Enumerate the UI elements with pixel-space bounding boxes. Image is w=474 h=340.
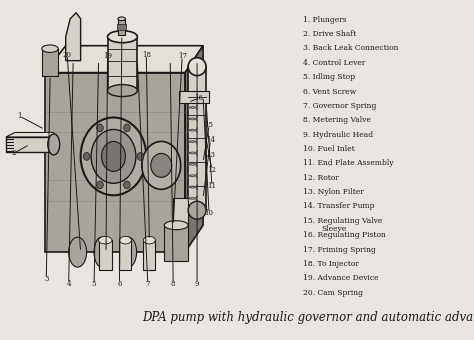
Bar (99, 240, 112, 270)
Text: 20: 20 (63, 51, 72, 59)
Ellipse shape (151, 153, 172, 177)
Bar (118, 19, 126, 35)
Ellipse shape (124, 124, 130, 132)
Text: 4. Control Lever: 4. Control Lever (303, 59, 365, 67)
Polygon shape (66, 13, 81, 61)
Text: 12: 12 (208, 166, 217, 174)
Ellipse shape (48, 134, 60, 155)
Bar (173, 198, 188, 225)
Text: 18. To Injector: 18. To Injector (303, 260, 359, 268)
Text: 2: 2 (11, 149, 16, 157)
Text: 14. Transfer Pump: 14. Transfer Pump (303, 203, 374, 210)
Text: 20. Cam Spring: 20. Cam Spring (303, 289, 363, 296)
Text: 12. Rotor: 12. Rotor (303, 174, 339, 182)
Text: 1: 1 (17, 112, 22, 120)
Text: 10: 10 (205, 209, 213, 217)
Bar (6, 143, 14, 144)
Text: 4: 4 (66, 279, 71, 288)
Bar (6, 142, 14, 143)
Bar (6, 145, 14, 146)
Bar (188, 67, 206, 210)
Text: 16: 16 (194, 94, 203, 102)
Text: 8. Metering Valve: 8. Metering Valve (303, 116, 371, 124)
Text: 5. Idling Stop: 5. Idling Stop (303, 73, 355, 81)
Text: 10. Fuel Inlet: 10. Fuel Inlet (303, 145, 355, 153)
Ellipse shape (42, 45, 58, 52)
Ellipse shape (119, 236, 131, 244)
Bar (164, 225, 188, 261)
Text: 17. Priming Spring: 17. Priming Spring (303, 245, 376, 254)
Polygon shape (185, 46, 203, 252)
Text: 9: 9 (195, 279, 200, 288)
Text: 13: 13 (206, 151, 215, 159)
Ellipse shape (120, 237, 137, 267)
Polygon shape (45, 46, 203, 73)
Text: 19. Advance Device: 19. Advance Device (303, 274, 379, 282)
Bar (6, 148, 14, 149)
Text: 17: 17 (178, 52, 187, 60)
Polygon shape (6, 137, 54, 152)
Text: 15: 15 (205, 121, 213, 129)
Text: 7. Governor Spring: 7. Governor Spring (303, 102, 376, 110)
Bar (179, 90, 209, 103)
Ellipse shape (97, 124, 103, 132)
Text: Sleeve: Sleeve (321, 225, 346, 233)
Bar (42, 49, 58, 75)
Text: 18: 18 (142, 51, 151, 59)
Ellipse shape (188, 58, 206, 75)
Polygon shape (6, 133, 54, 137)
Bar (119, 240, 131, 270)
Bar (108, 37, 137, 90)
Ellipse shape (124, 181, 130, 189)
Text: 16. Regulating Piston: 16. Regulating Piston (303, 231, 386, 239)
Text: 13. Nylon Filter: 13. Nylon Filter (303, 188, 364, 196)
Text: 2. Drive Shaft: 2. Drive Shaft (303, 30, 356, 38)
Text: 1. Plungers: 1. Plungers (303, 16, 346, 24)
Text: 8: 8 (171, 279, 175, 288)
Bar (6, 140, 14, 141)
Ellipse shape (83, 153, 90, 160)
Ellipse shape (118, 17, 126, 20)
Ellipse shape (69, 237, 87, 267)
Text: 14: 14 (206, 136, 215, 144)
Bar (6, 139, 14, 140)
Ellipse shape (164, 221, 188, 230)
Text: 6. Vent Screw: 6. Vent Screw (303, 88, 356, 96)
Text: 19: 19 (103, 52, 112, 60)
Text: 7: 7 (146, 279, 150, 288)
Ellipse shape (101, 141, 126, 171)
Ellipse shape (99, 236, 112, 244)
Ellipse shape (137, 153, 144, 160)
Text: 15. Regulating Valve: 15. Regulating Valve (303, 217, 382, 225)
Ellipse shape (97, 181, 103, 189)
Text: 11. End Plate Assembly: 11. End Plate Assembly (303, 159, 393, 167)
Bar (117, 24, 126, 30)
Polygon shape (45, 73, 185, 252)
Text: DPA pump with hydraulic governor and automatic advance device: DPA pump with hydraulic governor and aut… (142, 311, 474, 324)
Ellipse shape (188, 201, 206, 219)
Bar (143, 240, 155, 270)
Text: 9. Hydraulic Head: 9. Hydraulic Head (303, 131, 373, 139)
Ellipse shape (94, 237, 109, 267)
Text: 6: 6 (117, 279, 122, 288)
Ellipse shape (108, 85, 137, 97)
Ellipse shape (143, 236, 155, 244)
Text: 3: 3 (44, 275, 48, 283)
Ellipse shape (108, 31, 137, 43)
Bar (6, 151, 14, 152)
Bar (6, 147, 14, 148)
Ellipse shape (142, 141, 181, 189)
Text: 11: 11 (208, 182, 217, 190)
Text: 5: 5 (92, 279, 96, 288)
Ellipse shape (91, 130, 136, 183)
Text: 3. Back Leak Connection: 3. Back Leak Connection (303, 45, 398, 52)
Ellipse shape (81, 118, 146, 195)
